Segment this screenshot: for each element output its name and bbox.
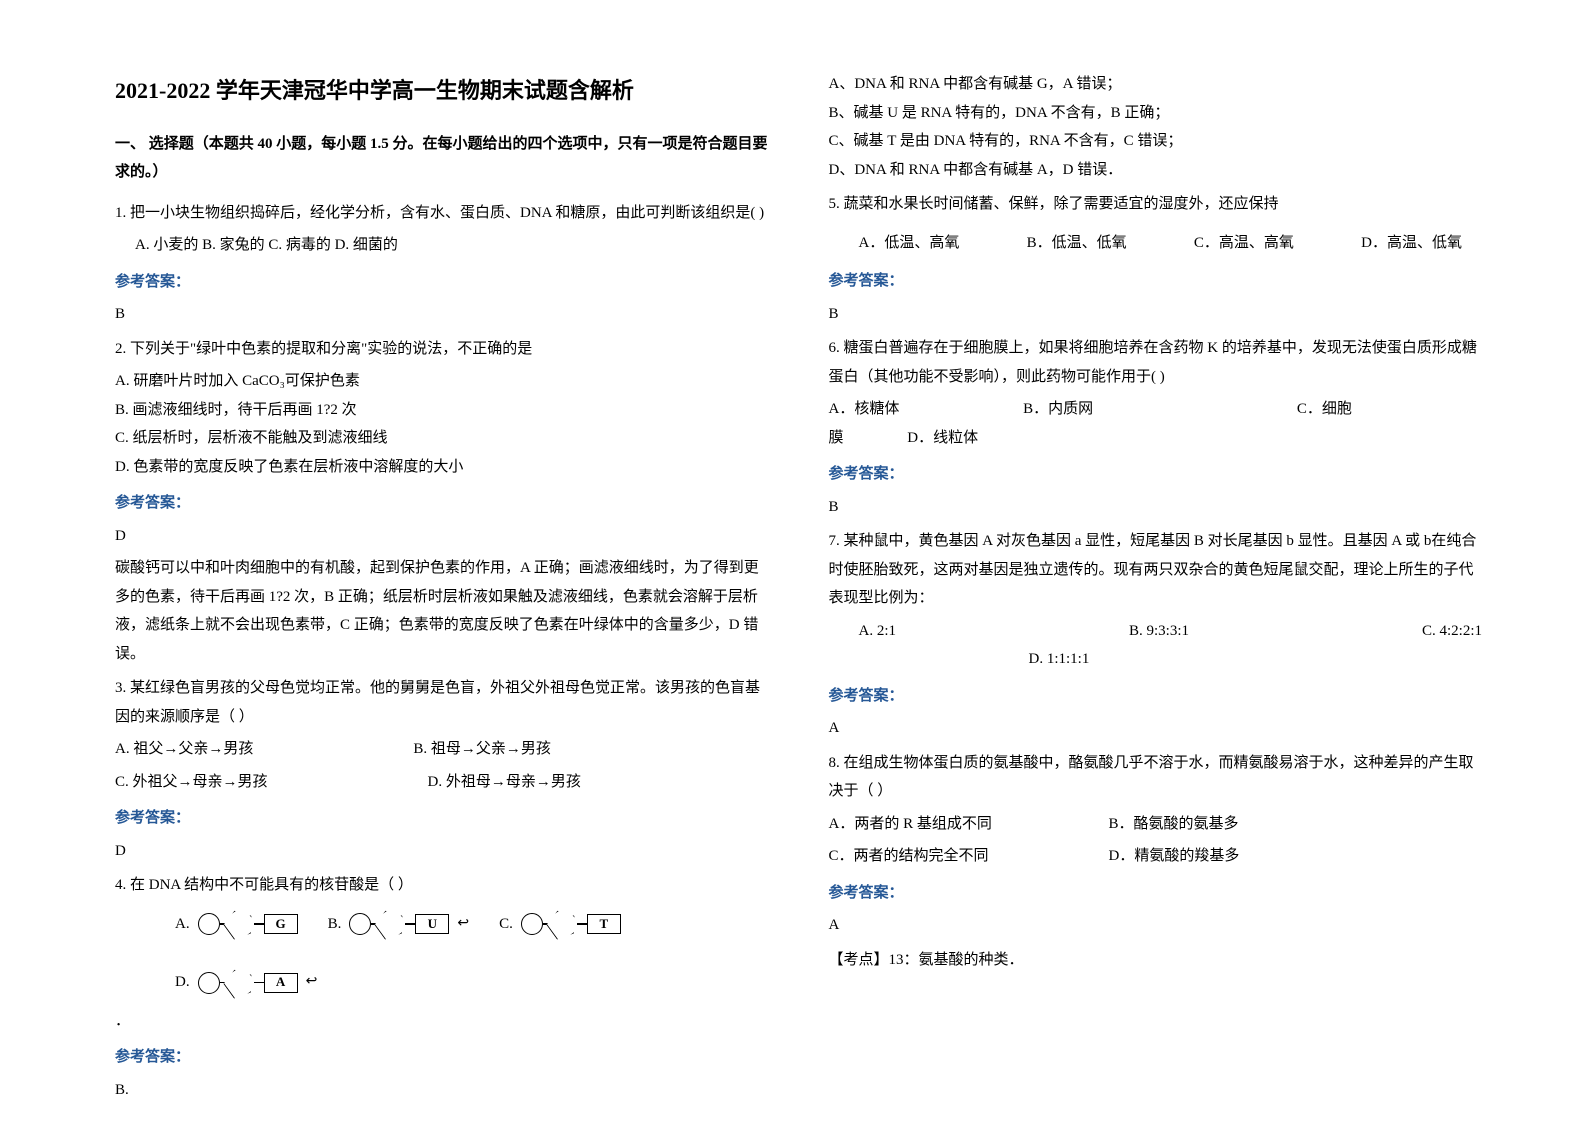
q6-optA: A．核糖体 — [829, 395, 900, 424]
q4-figB: B. U ↩ — [328, 910, 470, 939]
q8-topic: 【考点】13：氨基酸的种类． — [829, 946, 1483, 975]
left-column: 2021-2022 学年天津冠华中学高一生物期末试题含解析 一、 选择题（本题共… — [100, 70, 799, 1082]
q4-labelC: C. — [499, 910, 513, 939]
q4-figA: A. G — [175, 910, 298, 939]
q8-row2: C．两者的结构完全不同 D．精氨酸的羧基多 — [829, 842, 1483, 871]
answer-label: 参考答案： — [829, 267, 1483, 296]
connector-icon — [577, 923, 587, 925]
connector-icon — [405, 923, 415, 925]
right-column: A、DNA 和 RNA 中都含有碱基 G，A 错误； B、碱基 U 是 RNA … — [799, 70, 1498, 1082]
q6-row2: 膜 D．线粒体 — [829, 424, 1483, 453]
q7-optC: C. 4:2:2:1 — [1422, 617, 1482, 646]
q3-optB: B. 祖母→父亲→男孩 — [413, 735, 551, 764]
arrow-icon: ↩ — [457, 911, 469, 938]
q5-answer: B — [829, 300, 1483, 329]
connector-icon — [254, 923, 264, 925]
circle-icon — [198, 913, 220, 935]
q2-optD: D. 色素带的宽度反映了色素在层析液中溶解度的大小 — [115, 453, 769, 482]
q4exp-A: A、DNA 和 RNA 中都含有碱基 G，A 错误； — [829, 70, 1483, 99]
dot: ． — [115, 1007, 769, 1036]
q8-optC: C．两者的结构完全不同 — [829, 842, 1029, 871]
q4-figures: A. G B. U ↩ C. — [175, 910, 769, 997]
q6-answer: B — [829, 493, 1483, 522]
q2-answer: D — [115, 522, 769, 551]
answer-label: 参考答案： — [115, 489, 769, 518]
q2-optA: A. 研磨叶片时加入 CaCO₃可保护色素 — [115, 367, 769, 396]
q5-options: A．低温、高氧 B．低温、低氧 C．高温、高氧 D．高温、低氧 — [829, 229, 1483, 258]
q5-optB: B．低温、低氧 — [1027, 229, 1127, 258]
q5-text: 5. 蔬菜和水果长时间储蓄、保鲜，除了需要适宜的湿度外，还应保持 — [829, 190, 1483, 219]
q7-optA: A. 2:1 — [859, 617, 897, 646]
q3-optA: A. 祖父→父亲→男孩 — [115, 735, 253, 764]
q8-row1: A．两者的 R 基组成不同 B．酪氨酸的氨基多 — [829, 810, 1483, 839]
q4-labelB: B. — [328, 910, 342, 939]
q4exp-B: B、碱基 U 是 RNA 特有的，DNA 不含有，B 正确； — [829, 99, 1483, 128]
q7-optB: B. 9:3:3:1 — [1129, 617, 1189, 646]
q1-text: 1. 把一小块生物组织捣碎后，经化学分析，含有水、蛋白质、DNA 和糖原，由此可… — [115, 199, 769, 228]
q8-optA: A．两者的 R 基组成不同 — [829, 810, 1029, 839]
q5-optD: D．高温、低氧 — [1361, 229, 1462, 258]
q7-row1: A. 2:1 B. 9:3:3:1 C. 4:2:2:1 — [829, 617, 1483, 646]
molecule-icon: A — [198, 969, 298, 997]
q7-optD: D. 1:1:1:1 — [829, 645, 1483, 674]
q3-row2: C. 外祖父→母亲→男孩 D. 外祖母→母亲→男孩 — [115, 768, 769, 797]
q8-optB: B．酪氨酸的氨基多 — [1109, 810, 1239, 839]
circle-icon — [349, 913, 371, 935]
q3-row1: A. 祖父→父亲→男孩 B. 祖母→父亲→男孩 — [115, 735, 769, 764]
q6-lineEnd: 膜 — [829, 430, 844, 446]
q4-text: 4. 在 DNA 结构中不可能具有的核苷酸是（ ） — [115, 871, 769, 900]
arrow-icon: ↩ — [306, 969, 318, 996]
q6-row1: A．核糖体 B．内质网 C．细胞 — [829, 395, 1483, 424]
q5-optA: A．低温、高氧 — [859, 229, 960, 258]
base-box: T — [587, 914, 621, 934]
connector-icon — [254, 982, 264, 984]
q8-answer: A — [829, 911, 1483, 940]
q3-optC: C. 外祖父→母亲→男孩 — [115, 768, 268, 797]
q1-answer: B — [115, 300, 769, 329]
q7-answer: A — [829, 714, 1483, 743]
q3-answer: D — [115, 837, 769, 866]
q8-text: 8. 在组成生物体蛋白质的氨基酸中，酪氨酸几乎不溶于水，而精氨酸易溶于水，这种差… — [829, 749, 1483, 806]
q2-optC: C. 纸层析时，层析液不能触及到滤液细线 — [115, 424, 769, 453]
q2-explanation: 碳酸钙可以中和叶肉细胞中的有机酸，起到保护色素的作用，A 正确；画滤液细线时，为… — [115, 554, 769, 668]
answer-label: 参考答案： — [115, 1043, 769, 1072]
q8-optD: D．精氨酸的羧基多 — [1109, 842, 1240, 871]
base-box: A — [264, 973, 298, 993]
answer-label: 参考答案： — [829, 682, 1483, 711]
q6-optC: C．细胞 — [1297, 401, 1352, 417]
section-header: 一、 选择题（本题共 40 小题，每小题 1.5 分。在每小题给出的四个选项中，… — [115, 130, 769, 187]
q6-text: 6. 糖蛋白普遍存在于细胞膜上，如果将细胞培养在含药物 K 的培养基中，发现无法… — [829, 334, 1483, 391]
document-title: 2021-2022 学年天津冠华中学高一生物期末试题含解析 — [115, 70, 769, 112]
circle-icon — [198, 972, 220, 994]
answer-label: 参考答案： — [829, 879, 1483, 908]
answer-label: 参考答案： — [115, 804, 769, 833]
base-box: G — [264, 914, 298, 934]
q3-text: 3. 某红绿色盲男孩的父母色觉均正常。他的舅舅是色盲，外祖父外祖母色觉正常。该男… — [115, 674, 769, 731]
circle-icon — [521, 913, 543, 935]
molecule-icon: U — [349, 910, 449, 938]
q4-figC: C. T — [499, 910, 621, 939]
q4-answer: B. — [115, 1076, 769, 1105]
q3-optD: D. 外祖母→母亲→男孩 — [428, 768, 581, 797]
q1-options: A. 小麦的 B. 家兔的 C. 病毒的 D. 细菌的 — [115, 231, 769, 260]
q4exp-D: D、DNA 和 RNA 中都含有碱基 A，D 错误． — [829, 156, 1483, 185]
q5-optC: C．高温、高氧 — [1194, 229, 1294, 258]
q7-text: 7. 某种鼠中，黄色基因 A 对灰色基因 a 显性，短尾基因 B 对长尾基因 b… — [829, 527, 1483, 613]
q4-labelD: D. — [175, 968, 190, 997]
molecule-icon: T — [521, 910, 621, 938]
q4exp-C: C、碱基 T 是由 DNA 特有的，RNA 不含有，C 错误； — [829, 127, 1483, 156]
q2-text: 2. 下列关于"绿叶中色素的提取和分离"实验的说法，不正确的是 — [115, 335, 769, 364]
q4-labelA: A. — [175, 910, 190, 939]
q6-optB: B．内质网 — [1023, 395, 1093, 424]
q4-figD: D. A ↩ — [175, 968, 317, 997]
q2-optB: B. 画滤液细线时，待干后再画 1?2 次 — [115, 396, 769, 425]
molecule-icon: G — [198, 910, 298, 938]
answer-label: 参考答案： — [829, 460, 1483, 489]
q6-optD: D．线粒体 — [907, 430, 978, 446]
base-box: U — [415, 914, 449, 934]
answer-label: 参考答案： — [115, 268, 769, 297]
